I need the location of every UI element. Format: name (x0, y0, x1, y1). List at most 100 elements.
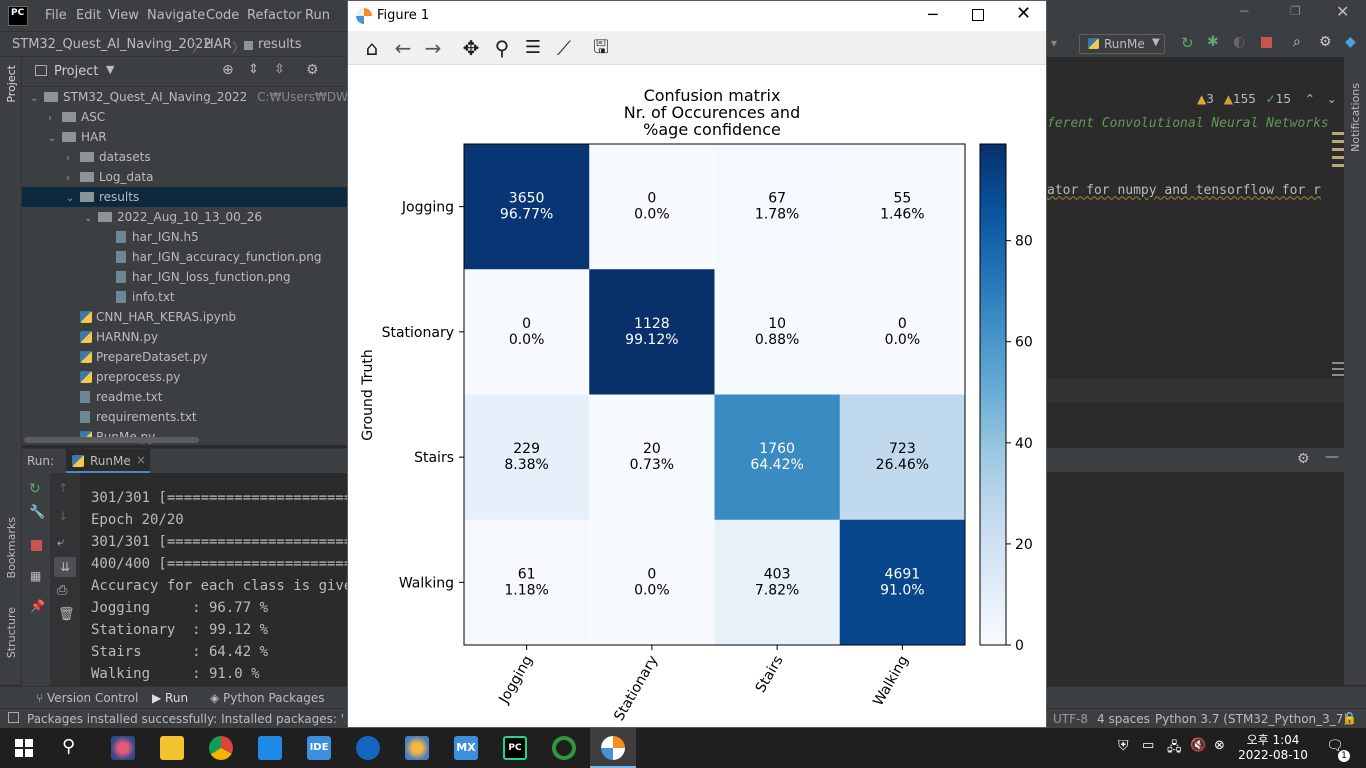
dropdown-arrow-icon[interactable]: ▾ (1051, 36, 1058, 50)
edit-axes-icon[interactable]: ⟋ (557, 36, 571, 60)
ide-close-icon[interactable]: ✕ (1336, 2, 1350, 21)
trash-icon[interactable]: 🗑 (58, 607, 75, 622)
coverage-icon[interactable]: ◐ (1233, 34, 1246, 50)
tree-item[interactable]: PrepareDataset.py (22, 347, 348, 367)
stm32-ide-icon[interactable]: IDE (307, 736, 331, 760)
settings-gear-icon[interactable]: ⚙ (1319, 34, 1332, 50)
minimize-panel-icon[interactable]: — (1325, 449, 1339, 465)
device-icon[interactable]: ▭ (1142, 738, 1155, 753)
rerun-icon[interactable]: ↻ (1181, 34, 1194, 52)
tree-item[interactable]: HARNN.py (22, 327, 348, 347)
search-icon[interactable]: ⌕ (1293, 34, 1301, 50)
tree-item[interactable]: har_IGN_loss_function.png (22, 267, 348, 287)
python-interpreter[interactable]: Python 3.7 (STM32_Python_3_7) (1155, 712, 1349, 726)
settings-gear-icon[interactable]: ⚙ (1297, 451, 1310, 467)
run-tool-tab[interactable]: ▶ Run (152, 691, 188, 705)
menu-code[interactable]: Code (206, 8, 240, 23)
notification-center-icon[interactable]: 🗨 (1326, 738, 1344, 754)
locate-file-icon[interactable]: ⊕ (222, 62, 234, 78)
configure-icon[interactable]: ☰ (524, 37, 542, 58)
search-icon[interactable]: ⚲ (62, 736, 76, 757)
print-icon[interactable]: ⎙ (57, 583, 68, 598)
menu-refactor[interactable]: Refactor (247, 8, 302, 23)
stop-icon[interactable] (31, 540, 42, 551)
ide-restore-icon[interactable]: ❐ (1290, 4, 1301, 18)
collapse-all-icon[interactable]: ⇳ (274, 62, 285, 77)
wrench-icon[interactable]: 🔧 (29, 505, 46, 520)
security-shield-icon[interactable]: ⛨ (1118, 738, 1129, 754)
save-icon[interactable]: 🖫 (593, 37, 609, 58)
confusion-matrix-plot[interactable]: Confusion matrix Nr. of Occurences and %… (348, 65, 1046, 727)
ide-minimize-icon[interactable]: ─ (1240, 4, 1249, 20)
tree-item[interactable]: info.txt (22, 287, 348, 307)
status-message[interactable]: Packages installed successfully: Install… (27, 712, 345, 726)
structure-tool-tab[interactable]: Structure (5, 607, 18, 659)
tree-item[interactable]: ⌄ HAR (22, 127, 348, 147)
layout-icon[interactable]: ▦ (30, 569, 42, 583)
close-tab-icon[interactable]: × (136, 453, 147, 467)
figure-minimize-icon[interactable]: ─ (928, 5, 938, 24)
zoom-icon[interactable]: ⚲ (494, 36, 510, 60)
horizontal-scrollbar[interactable] (24, 437, 199, 443)
project-panel-title[interactable]: Project (54, 64, 99, 79)
back-icon[interactable]: ← (394, 36, 412, 60)
chevron-down-icon[interactable]: ▼ (106, 63, 115, 76)
breadcrumb-har[interactable]: HAR (204, 37, 232, 52)
tree-item[interactable]: › Log_data (22, 167, 348, 187)
indent-setting[interactable]: 4 spaces (1097, 712, 1150, 726)
tree-item[interactable]: › datasets (22, 147, 348, 167)
figure-close-icon[interactable]: ✕ (1016, 3, 1032, 24)
rerun-icon[interactable]: ↻ (29, 481, 41, 497)
tree-item[interactable]: ⌄ 2022_Aug_10_13_00_26 (22, 207, 348, 227)
breadcrumb-project[interactable]: STM32_Quest_AI_Naving_2022 (12, 37, 212, 52)
soft-wrap-icon[interactable]: ⤶ (57, 535, 65, 550)
chevron-up-icon[interactable]: ⌃ (1304, 92, 1315, 106)
tree-item[interactable]: preprocess.py (22, 367, 348, 387)
menu-navigate[interactable]: Navigate (147, 8, 206, 23)
menu-file[interactable]: File (45, 8, 67, 23)
lock-icon[interactable]: 🔒 (1342, 711, 1357, 725)
pycharm-taskbar-icon[interactable]: PC (503, 736, 527, 760)
palette-app-icon[interactable] (405, 736, 429, 760)
paint-app-icon[interactable] (111, 736, 135, 760)
tree-item[interactable]: readme.txt (22, 387, 348, 407)
up-arrow-icon[interactable]: ↑ (58, 481, 69, 495)
tree-item[interactable]: har_IGN.h5 (22, 227, 348, 247)
file-explorer-icon[interactable] (160, 736, 184, 760)
project-tool-tab[interactable]: Project (5, 65, 18, 103)
editor-area[interactable]: ▲3 ▲155 ✓15 ⌃ ⌄ ferent Convolutional Neu… (1047, 57, 1344, 448)
home-icon[interactable]: ⌂ (365, 36, 379, 60)
taskbar-date[interactable]: 2022-08-10 (1238, 748, 1308, 762)
figure-maximize-icon[interactable] (972, 9, 984, 21)
chrome-icon[interactable] (209, 736, 233, 760)
notifications-tool-tab[interactable]: Notifications (1349, 83, 1362, 152)
run-tab[interactable]: RunMe × (66, 449, 150, 473)
error-stripe[interactable] (1332, 132, 1344, 172)
status-toggle-icon[interactable] (8, 712, 19, 723)
pan-icon[interactable]: ✥ (462, 36, 480, 60)
down-arrow-icon[interactable]: ↓ (58, 509, 69, 523)
forward-icon[interactable]: → (424, 36, 442, 60)
bookmarks-tool-tab[interactable]: Bookmarks (5, 517, 18, 579)
volume-muted-icon[interactable]: 🔇 (1190, 738, 1207, 753)
python-packages-tab[interactable]: ◈ Python Packages (210, 691, 324, 705)
scroll-to-end-icon[interactable]: ⇊ (54, 557, 76, 577)
menu-edit[interactable]: Edit (76, 8, 102, 23)
tree-item[interactable]: › ASC (22, 107, 348, 127)
pin-icon[interactable]: 📌 (30, 599, 45, 613)
file-encoding[interactable]: UTF-8 (1053, 712, 1088, 726)
expand-all-icon[interactable]: ⇕ (248, 62, 259, 77)
tree-item[interactable]: ⌄ results (22, 187, 348, 207)
tree-item[interactable]: CNN_HAR_KERAS.ipynb (22, 307, 348, 327)
tree-root[interactable]: ⌄ STM32_Quest_AI_Naving_2022 C:₩Users₩DW₩… (22, 87, 374, 107)
version-control-tab[interactable]: ⑂ Version Control (36, 691, 138, 705)
code-with-me-icon[interactable]: ◆ (1345, 34, 1356, 50)
tree-item[interactable]: requirements.txt (22, 407, 348, 427)
menu-run[interactable]: Run (305, 8, 330, 23)
console-output[interactable]: 301/301 [========================== Epoch… (91, 487, 386, 685)
stop-icon[interactable] (1261, 37, 1272, 48)
start-icon[interactable] (15, 739, 33, 757)
tree-item[interactable]: har_IGN_accuracy_function.png (22, 247, 348, 267)
sync-app-icon[interactable] (552, 736, 576, 760)
settings-gear-icon[interactable]: ⚙ (306, 62, 319, 78)
